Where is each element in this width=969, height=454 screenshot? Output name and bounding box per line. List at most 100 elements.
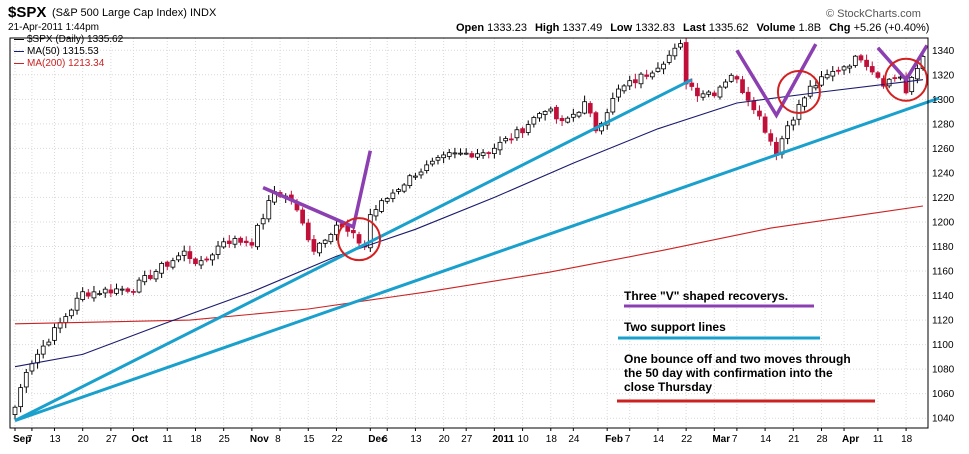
x-tick-label: Dec: [368, 434, 387, 445]
candle-body: [875, 72, 881, 78]
candle-body: [131, 291, 136, 293]
x-tick-label: 13: [410, 434, 422, 445]
y-tick-label: 1040: [932, 414, 955, 425]
candle-body: [147, 274, 153, 279]
x-tick-label: 14: [653, 434, 665, 445]
highlight-circle: [884, 57, 929, 102]
ohlc-label-chg: Chg: [829, 22, 854, 34]
v-shape-recovery: [876, 44, 929, 83]
annotations: Three "V" shaped recoverys. Two support l…: [14, 43, 940, 423]
candle-body: [802, 97, 807, 107]
x-tick-label: Feb: [605, 434, 623, 445]
candle-body: [334, 224, 339, 236]
candle-body: [311, 239, 317, 252]
candle-body: [728, 74, 734, 82]
candle-body: [429, 160, 435, 165]
candle-body: [627, 80, 633, 87]
candle-body: [35, 353, 40, 364]
candle-body: [751, 100, 757, 111]
candle-body: [125, 288, 131, 292]
candle-body: [367, 214, 373, 249]
candle-body: [508, 138, 514, 141]
candle-body: [503, 138, 509, 142]
candle-body: [757, 110, 762, 117]
candle-body: [266, 200, 272, 220]
ohlc-label-open: Open: [456, 22, 488, 34]
candle-body: [649, 72, 655, 78]
legend-price-label: $SPX (Daily) 1335.62: [27, 34, 124, 45]
candle-body: [909, 77, 915, 93]
candle-body: [463, 152, 469, 155]
x-tick-label: 20: [78, 434, 90, 445]
candle-body: [740, 79, 745, 94]
candle-body: [170, 260, 176, 268]
x-tick-label: 15: [303, 434, 315, 445]
candle-body: [226, 240, 232, 244]
candlestick-series: [12, 37, 926, 421]
candle-body: [537, 113, 542, 119]
candle-body: [790, 119, 796, 126]
candle-body: [734, 76, 740, 80]
candle-body: [401, 184, 407, 192]
candle-body: [441, 154, 446, 159]
candle-body: [356, 234, 362, 244]
y-tick-label: 1300: [932, 95, 955, 106]
candle-body: [69, 309, 74, 317]
candle-body: [351, 230, 356, 234]
candle-body: [892, 77, 898, 80]
candle-body: [74, 297, 80, 311]
legend-ma50: MA(50) 1315.53: [14, 46, 99, 57]
candle-body: [706, 91, 712, 95]
candle-body: [238, 237, 243, 243]
annotation-note: Three "V" shaped recoverys.: [624, 289, 788, 303]
legend-price: $SPX (Daily) 1335.62: [14, 34, 123, 45]
candle-body: [452, 152, 458, 155]
candle-body: [914, 68, 920, 80]
candle-body: [604, 112, 610, 126]
ohlc-value-low: 1332.83: [635, 22, 676, 34]
x-tick-label: Mar: [712, 434, 730, 445]
candle-body: [836, 69, 841, 72]
candle-body: [824, 74, 830, 79]
x-tick-label: 22: [681, 434, 693, 445]
ohlc-value-volume: 1.8B: [798, 22, 822, 34]
candle-body: [796, 104, 802, 120]
x-tick-label: Apr: [842, 434, 859, 445]
plot-frame: [9, 37, 929, 429]
x-tick-label: 14: [760, 434, 772, 445]
candle-body: [785, 125, 791, 139]
ma200-line: [14, 205, 924, 325]
candle-body: [593, 112, 599, 132]
candle-body: [91, 291, 97, 299]
candle-body: [322, 239, 328, 244]
candle-body: [570, 113, 576, 118]
candle-body: [819, 76, 824, 86]
candle-body: [52, 327, 57, 341]
ohlc-value-open: 1333.23: [487, 22, 527, 34]
x-tick-label: 6: [382, 434, 388, 445]
candle-body: [807, 85, 813, 97]
candle-body: [542, 111, 548, 115]
legend-ma50-label: MA(50) 1315.53: [27, 46, 99, 57]
candle-body: [486, 152, 492, 154]
symbol-description: (S&P 500 Large Cap Index) INDX: [52, 7, 217, 19]
candle-body: [621, 85, 627, 92]
candle-body: [700, 93, 706, 98]
candle-body: [683, 42, 689, 85]
y-tick-label: 1260: [932, 144, 955, 155]
candle-body: [582, 101, 587, 114]
candle-body: [193, 258, 198, 265]
y-tick-label: 1140: [932, 291, 954, 302]
candle-body: [176, 255, 181, 261]
x-tick-label: 11: [873, 434, 884, 445]
annotation-note: close Thursday: [624, 380, 712, 394]
candle-body: [85, 292, 91, 297]
highlight-circle: [776, 69, 821, 114]
x-tick-label: 27: [106, 434, 118, 445]
candle-body: [23, 372, 29, 388]
y-tick-label: 1280: [932, 119, 955, 130]
candle-body: [525, 124, 531, 133]
support-line: [14, 96, 940, 423]
annotation-note: the 50 day with confirmation into the: [624, 366, 833, 380]
candle-body: [458, 152, 463, 155]
